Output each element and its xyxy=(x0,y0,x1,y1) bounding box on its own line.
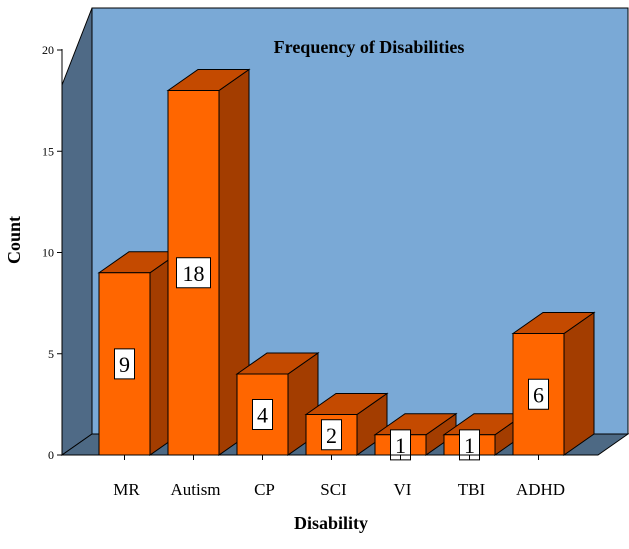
data-label-box xyxy=(176,257,211,289)
y-tick-label: 15 xyxy=(42,144,54,158)
y-tick-label: 20 xyxy=(42,43,54,57)
x-tick-label: MR xyxy=(113,480,140,499)
x-tick-label: CP xyxy=(254,480,275,499)
y-axis-title: Count xyxy=(4,216,24,264)
data-label-box xyxy=(528,378,549,410)
x-tick-label: TBI xyxy=(458,480,486,499)
data-label: 6 xyxy=(533,382,544,407)
data-label-box xyxy=(114,348,135,380)
bar-tbi: 1 xyxy=(442,412,527,461)
data-label: 9 xyxy=(119,352,130,377)
x-axis-title: Disability xyxy=(294,513,368,533)
data-label-box xyxy=(252,399,273,430)
x-tick-label: ADHD xyxy=(516,480,565,499)
bar-adhd: 6 xyxy=(511,311,596,456)
bar-vi: 1 xyxy=(373,412,458,461)
y-tick-label: 0 xyxy=(48,448,54,462)
data-label: 1 xyxy=(464,433,475,458)
bar-sci: 2 xyxy=(304,392,389,456)
x-tick-label: SCI xyxy=(320,480,347,499)
y-axis: 0 5 10 15 20 xyxy=(42,43,63,462)
bar-side xyxy=(563,311,595,456)
data-label: 4 xyxy=(257,403,268,428)
y-tick-label: 10 xyxy=(42,246,54,260)
data-label: 18 xyxy=(183,261,205,286)
bar-autism: 18 xyxy=(166,68,251,456)
x-axis: MR Autism CP SCI VI TBI ADHD xyxy=(62,454,598,499)
x-tick-label: VI xyxy=(394,480,412,499)
data-label: 2 xyxy=(326,423,337,448)
side-wall xyxy=(61,7,93,456)
x-tick-label: Autism xyxy=(170,480,220,499)
data-label: 1 xyxy=(395,433,406,458)
data-label-box xyxy=(321,419,342,451)
chart-title: Frequency of Disabilities xyxy=(274,37,465,57)
y-tick-label: 5 xyxy=(48,347,54,361)
